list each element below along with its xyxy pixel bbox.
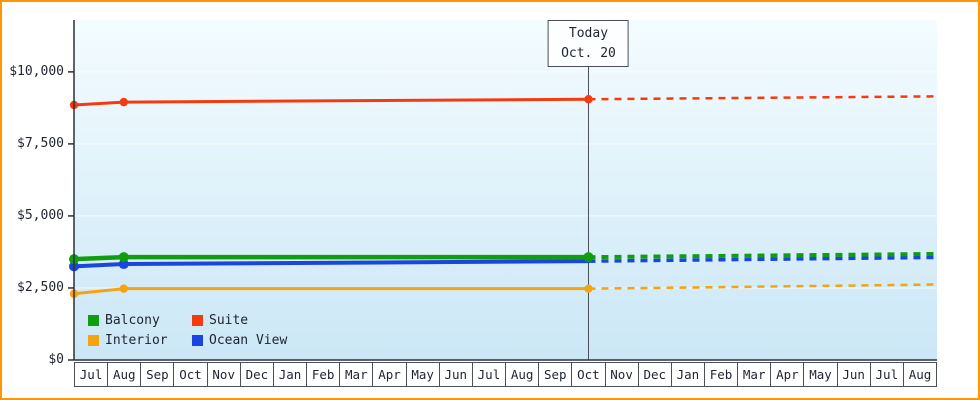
y-axis-tick-label: $5,000	[17, 207, 64, 223]
chart-legend: Balcony Suite Interior Ocean View	[88, 313, 287, 348]
x-axis-month-label: Mar	[339, 362, 374, 387]
series-interior-forecast-line	[588, 283, 938, 290]
x-axis-month-label: Jun	[836, 362, 871, 387]
series-ocean-view-forecast-line	[588, 255, 938, 263]
legend-label: Ocean View	[209, 333, 288, 348]
today-annotation-title: Today	[568, 26, 609, 41]
legend-swatch-balcony	[88, 315, 99, 326]
x-axis-month-label: Feb	[703, 362, 739, 387]
plot-background	[74, 20, 937, 360]
y-axis-tick-label: $7,500	[17, 135, 64, 151]
x-axis-month-label: Jul	[869, 362, 904, 387]
x-axis-month-label: Apr	[770, 362, 805, 387]
series-suite-marker	[119, 97, 128, 107]
x-axis-month-label: Jun	[438, 362, 473, 387]
legend-item-ocean-view: Ocean View	[192, 333, 287, 348]
x-axis-month-label: Sep	[538, 362, 573, 387]
x-axis-month-label: Nov	[206, 362, 241, 387]
legend-swatch-ocean-view	[192, 335, 203, 346]
x-axis-month-label: Sep	[140, 362, 175, 387]
y-axis-tick-label: $0	[48, 352, 64, 367]
x-axis-month-label: May	[803, 362, 838, 387]
x-axis-month-label: Jul	[74, 362, 109, 387]
x-axis-month-label: Aug	[107, 362, 142, 387]
legend-label: Suite	[209, 313, 249, 328]
legend-item-balcony: Balcony	[88, 313, 182, 328]
x-axis-month-label: Jan	[272, 362, 308, 387]
series-balcony-marker	[583, 252, 594, 263]
legend-swatch-interior	[88, 335, 99, 346]
series-balcony-forecast-line	[588, 251, 938, 260]
series-interior-marker	[119, 284, 128, 293]
x-axis-month-label: May	[405, 362, 440, 387]
today-annotation: Today Oct. 20	[548, 20, 629, 67]
x-axis-month-label: Dec	[239, 362, 274, 387]
legend-item-suite: Suite	[192, 313, 287, 328]
x-axis-month-label: Mar	[737, 362, 772, 387]
series-ocean-view-marker	[118, 259, 129, 270]
today-annotation-date: Oct. 20	[561, 45, 616, 61]
y-axis-tick-label: $2,500	[17, 279, 64, 295]
x-axis-month-label: Apr	[372, 362, 407, 387]
x-axis-month-label: Oct	[173, 362, 208, 387]
x-axis-month-label: Nov	[604, 362, 639, 387]
x-axis-month-row: Jul Aug Sep Oct Nov Dec Jan Feb Mar Apr May Jun Jul A…	[74, 362, 938, 387]
y-axis-tick-label: $10,000	[9, 63, 64, 79]
legend-label: Balcony	[105, 313, 160, 328]
x-axis-month-label: Jan	[670, 362, 705, 387]
series-balcony-marker	[118, 252, 129, 263]
series-suite-forecast-line	[588, 95, 938, 101]
x-axis-month-label: Jul	[471, 362, 507, 387]
legend-swatch-suite	[192, 315, 203, 326]
x-axis-month-label: Aug	[505, 362, 540, 387]
legend-label: Interior	[105, 333, 168, 348]
x-axis-month-label: Oct	[571, 362, 606, 387]
x-axis-month-label: Aug	[902, 362, 938, 387]
legend-item-interior: Interior	[88, 333, 182, 348]
series-balcony-history-line	[71, 254, 591, 262]
x-axis-month-label: Feb	[306, 362, 341, 387]
series-suite-marker	[584, 95, 593, 104]
x-axis-month-label: Dec	[637, 362, 672, 387]
series-interior-marker	[584, 284, 593, 293]
